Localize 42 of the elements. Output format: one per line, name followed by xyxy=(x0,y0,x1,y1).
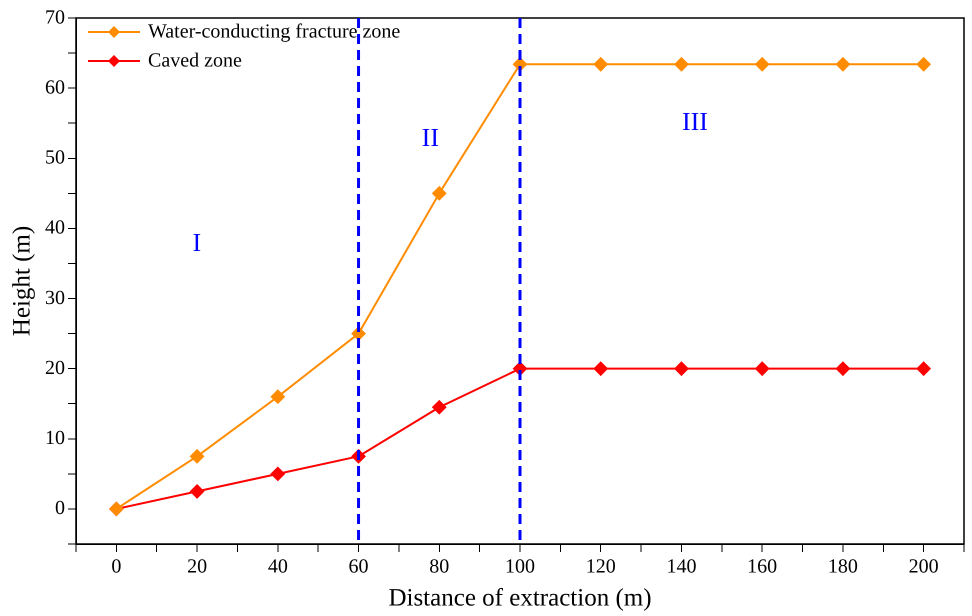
x-tick-label: 120 xyxy=(586,555,616,578)
legend-label: Water-conducting fracture zone xyxy=(148,20,400,42)
y-tick-label: 30 xyxy=(45,286,65,309)
y-tick-label: 60 xyxy=(45,76,65,98)
point xyxy=(594,57,608,72)
x-tick-label: 100 xyxy=(505,555,535,578)
annotation: III xyxy=(682,107,708,136)
point xyxy=(916,362,931,376)
x-axis-title: Distance of extraction (m) xyxy=(388,584,652,612)
y-axis-title: Height (m) xyxy=(8,226,36,336)
point xyxy=(916,57,931,72)
x-tick-label: 80 xyxy=(429,555,450,578)
point xyxy=(594,362,608,376)
annotation: II xyxy=(422,122,439,152)
x-tick-label: 200 xyxy=(908,555,939,578)
point xyxy=(674,362,688,376)
point xyxy=(190,484,204,498)
x-tick-label: 160 xyxy=(747,555,778,578)
point xyxy=(432,400,446,414)
legend-label: Caved zone xyxy=(148,49,242,72)
point xyxy=(755,57,770,72)
point xyxy=(836,362,850,376)
point xyxy=(270,466,285,481)
y-tick-label: 70 xyxy=(45,6,65,28)
x-tick-label: 60 xyxy=(348,555,369,578)
y-tick-label: 50 xyxy=(45,146,65,169)
point xyxy=(836,57,850,72)
point xyxy=(674,57,688,72)
point xyxy=(270,390,285,404)
x-tick-label: 40 xyxy=(268,555,288,578)
x-tick-label: 20 xyxy=(187,555,208,578)
y-tick-label: 0 xyxy=(55,497,65,520)
point xyxy=(755,362,770,376)
x-tick-label: 180 xyxy=(828,555,858,578)
point xyxy=(190,449,204,464)
x-tick-label: 0 xyxy=(111,555,122,578)
y-tick-label: 10 xyxy=(45,427,65,450)
annotation: I xyxy=(192,228,202,258)
point xyxy=(432,186,446,200)
y-tick-label: 40 xyxy=(45,216,65,239)
x-tick-label: 140 xyxy=(666,555,696,578)
y-tick-label: 20 xyxy=(45,356,65,379)
